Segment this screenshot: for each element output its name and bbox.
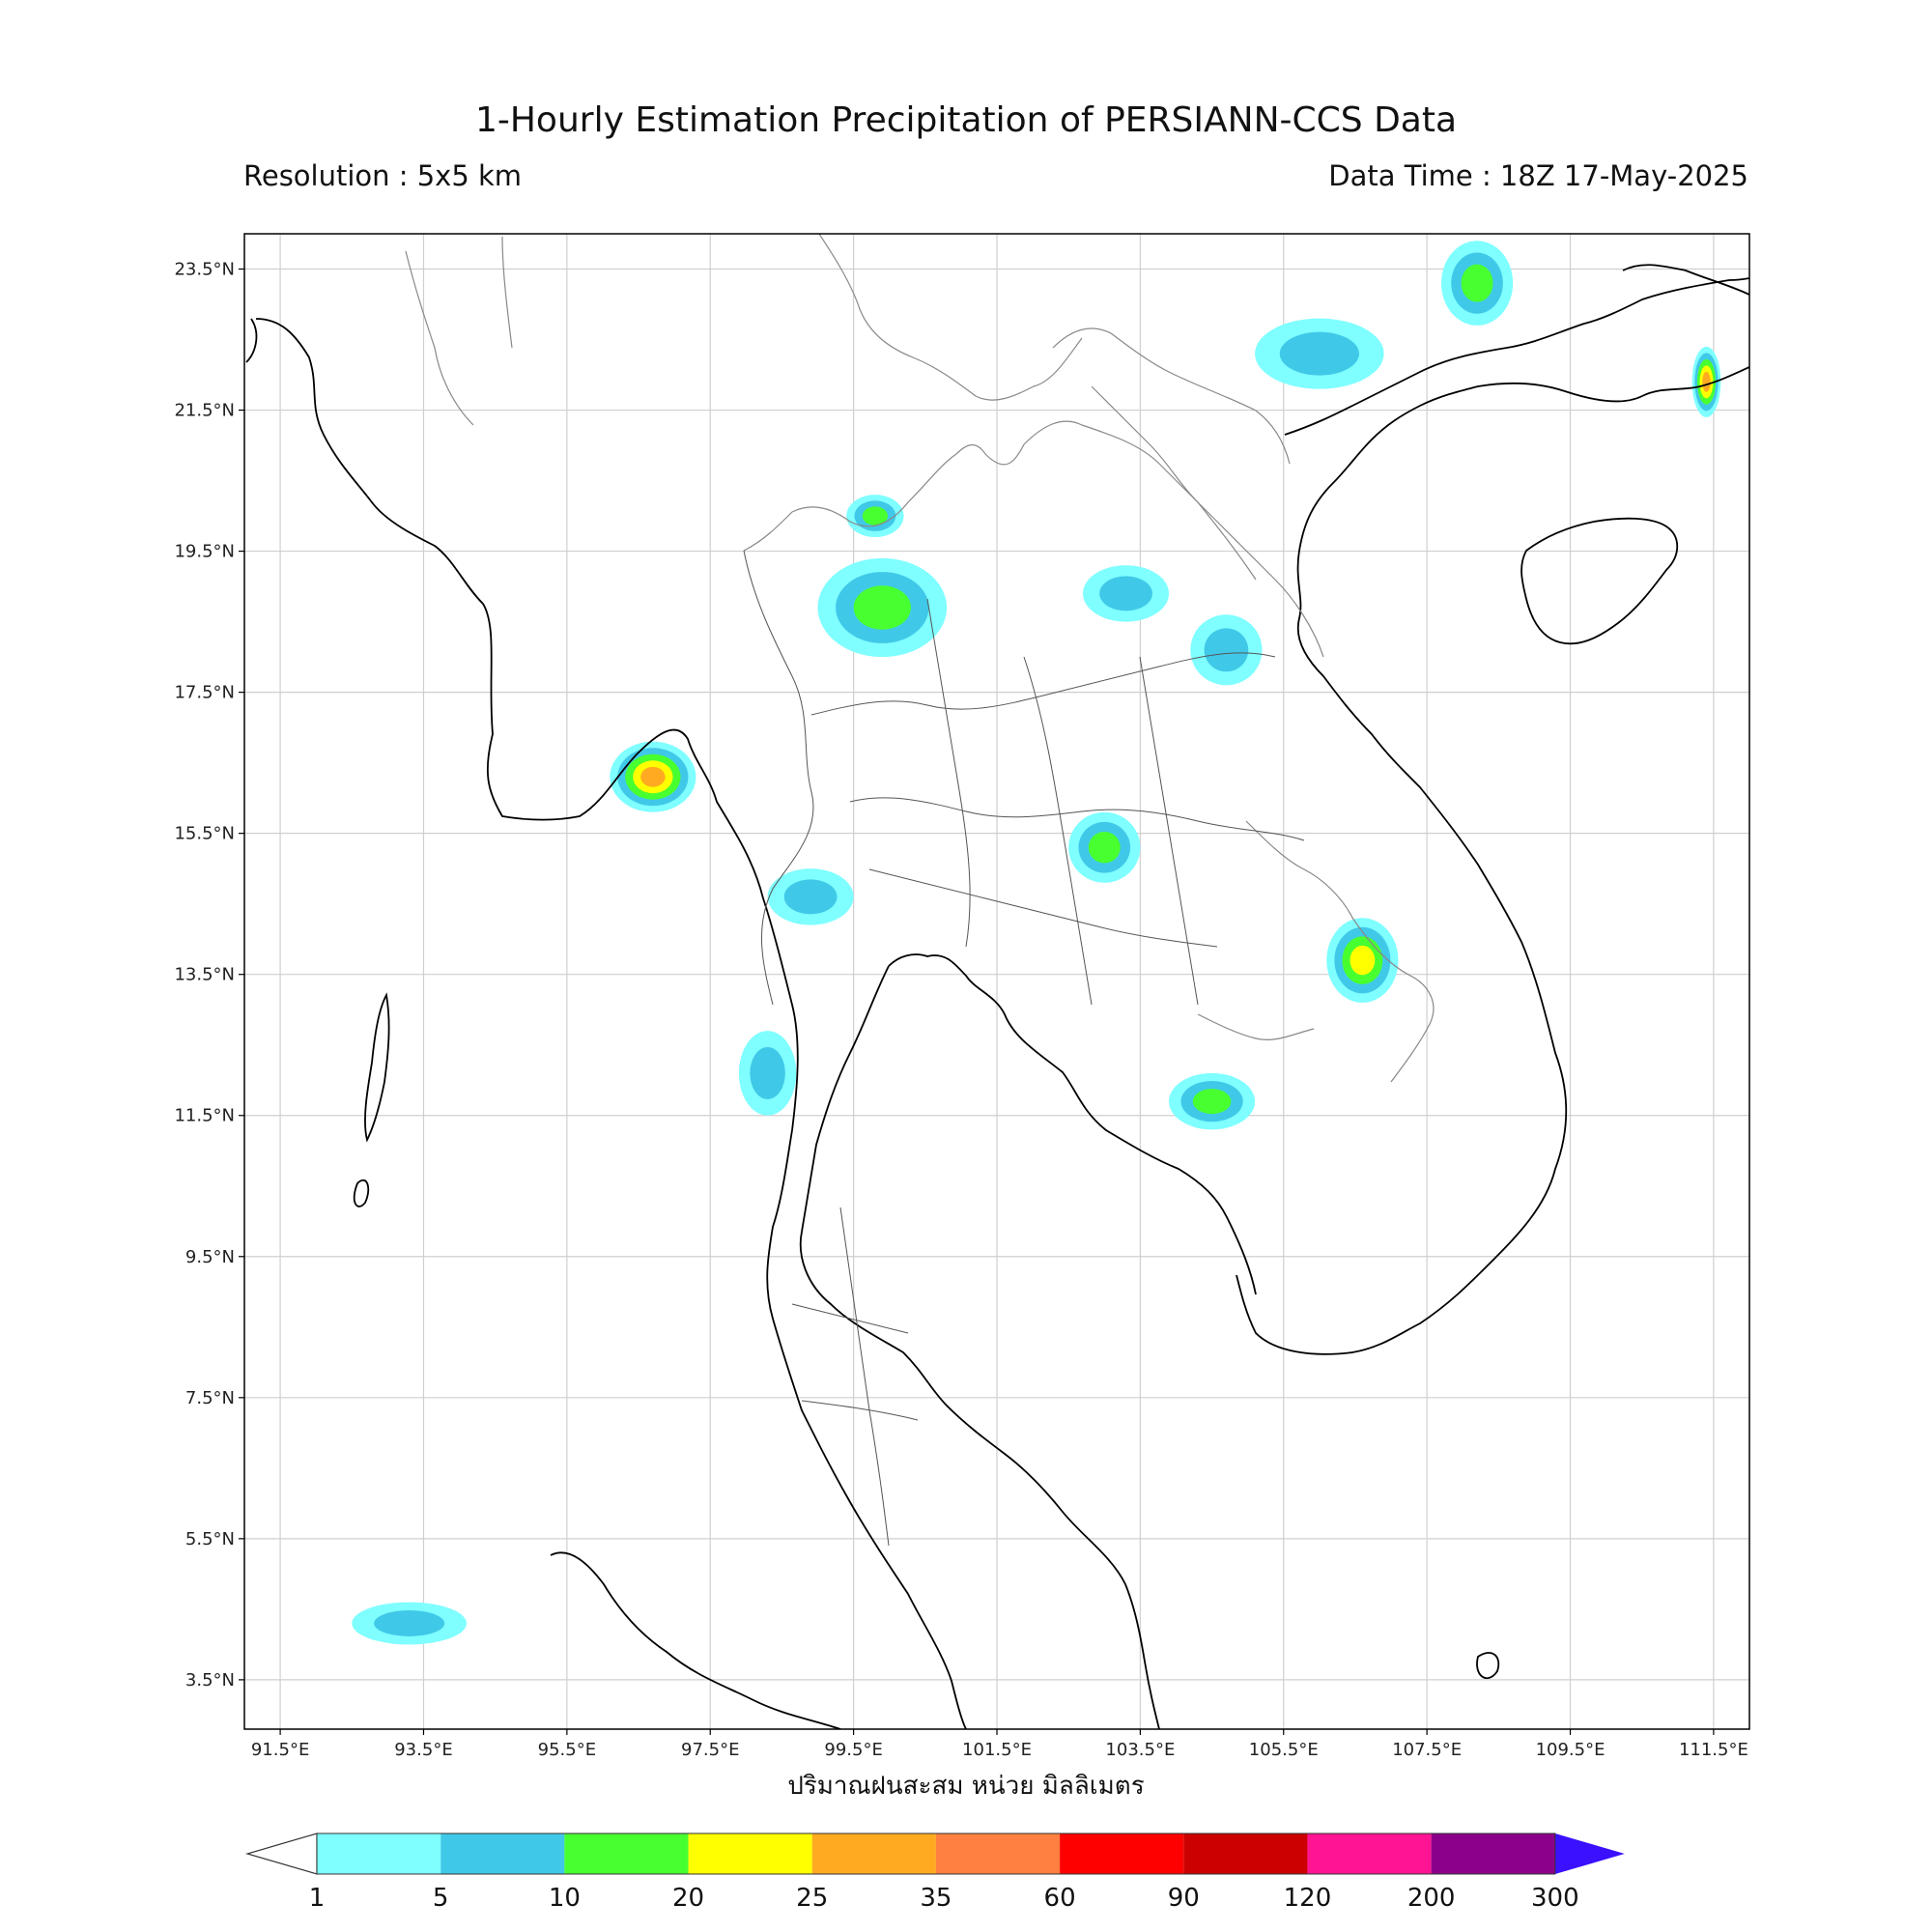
lon-tick-label: 107.5°E [1392,1740,1462,1760]
rain-contour [1702,371,1711,392]
rain-contour [374,1609,445,1636]
colorbar-label: 20 [672,1884,704,1913]
lon-tick-label: 109.5°E [1536,1740,1605,1760]
lat-tick-label: 5.5°N [185,1529,235,1549]
rain-cell [817,557,948,658]
data-time-label: Data Time : 18Z 17-May-2025 [1328,159,1748,192]
rain-cell [1068,811,1141,883]
lat-tick-label: 9.5°N [185,1247,235,1267]
colorbar-segment [1060,1833,1184,1874]
resolution-label: Resolution : 5x5 km [243,159,523,192]
colorbar-label: 35 [920,1884,952,1913]
rain-contour [1192,1089,1232,1115]
lon-tick-label: 103.5°E [1105,1740,1175,1760]
country-borders [405,234,1435,1083]
colorbar-label: 25 [796,1884,828,1913]
graticule [244,234,1749,1729]
colorbar-label: 60 [1044,1884,1076,1913]
colorbar-segment [935,1833,1061,1874]
lat-tick-label: 17.5°N [174,683,235,703]
colorbar: 1 5 10 20 25 35 60 90 120 200 300 [244,1833,1625,1913]
lon-tick-label: 105.5°E [1249,1740,1319,1760]
lat-tick-label: 21.5°N [174,401,235,421]
rain-cell [1691,346,1721,417]
colorbar-label: 200 [1407,1884,1456,1913]
lon-tick-label: 97.5°E [681,1740,739,1760]
colorbar-label: 10 [549,1884,581,1913]
rain-cell [1083,565,1170,622]
colorbar-over-arrow [1554,1833,1625,1874]
rain-contour [640,766,666,787]
colorbar-label: 90 [1168,1884,1200,1913]
colorbar-segment [688,1833,812,1874]
lat-tick-label: 15.5°N [174,824,235,844]
province-borders [743,550,1305,1547]
rain-contour [1099,576,1152,611]
lat-tick-label: 13.5°N [174,965,235,985]
rain-contour [862,506,889,526]
colorbar-segment [440,1833,565,1874]
lon-tick-label: 91.5°E [251,1740,309,1760]
lon-tick-label: 101.5°E [962,1740,1032,1760]
rain-cell [738,1031,797,1116]
rain-cell [1440,241,1514,326]
rain-cell [1169,1072,1256,1130]
rain-layer [352,241,1721,1645]
colorbar-label: 5 [433,1884,449,1913]
colorbar-segment [317,1833,441,1874]
rain-contour [1461,264,1493,302]
rain-contour [853,585,911,630]
lon-tick-label: 93.5°E [394,1740,452,1760]
colorbar-outline [316,1833,1556,1875]
rain-contour [1088,832,1121,864]
coastlines [245,264,1749,1729]
rain-contour [1279,331,1359,376]
colorbar-label: 300 [1531,1884,1579,1913]
longitude-tick-labels: 91.5°E 93.5°E 95.5°E 97.5°E 99.5°E 101.5°E 103… [251,1729,1748,1760]
lat-tick-label: 23.5°N [174,260,235,280]
rain-contour [783,879,838,915]
lon-tick-label: 99.5°E [824,1740,882,1760]
colorbar-segment [811,1833,936,1874]
rain-cell [352,1602,467,1645]
colorbar-segment [1183,1833,1308,1874]
rain-cell [1326,918,1399,1003]
colorbar-segment [1431,1833,1555,1874]
rain-contour [1204,628,1249,672]
x-axis-label: ปริมาณฝนสะสม หน่วย มิลลิเมตร [787,1772,1145,1801]
colorbar-label: 1 [309,1884,326,1913]
colorbar-label: 120 [1284,1884,1332,1913]
lat-tick-label: 7.5°N [185,1388,235,1408]
lat-tick-label: 11.5°N [174,1106,235,1126]
colorbar-segment [564,1833,689,1874]
colorbar-under-arrow [244,1833,318,1875]
lon-tick-label: 111.5°E [1679,1740,1748,1760]
rain-cell [1255,318,1384,389]
chart-title: 1-Hourly Estimation Precipitation of PER… [474,100,1458,140]
rain-contour [1350,945,1376,976]
rain-cell [1190,614,1263,686]
rain-cell [767,868,854,925]
latitude-tick-labels: 23.5°N 21.5°N 19.5°N 17.5°N 15.5°N 13.5°N 11.5… [174,260,244,1690]
rain-cell [846,495,904,537]
colorbar-segment [1307,1833,1432,1874]
lon-tick-label: 95.5°E [538,1740,596,1760]
lat-tick-label: 3.5°N [185,1670,235,1690]
rain-cell [610,741,696,812]
lat-tick-label: 19.5°N [174,542,235,562]
rain-contour [750,1046,785,1099]
